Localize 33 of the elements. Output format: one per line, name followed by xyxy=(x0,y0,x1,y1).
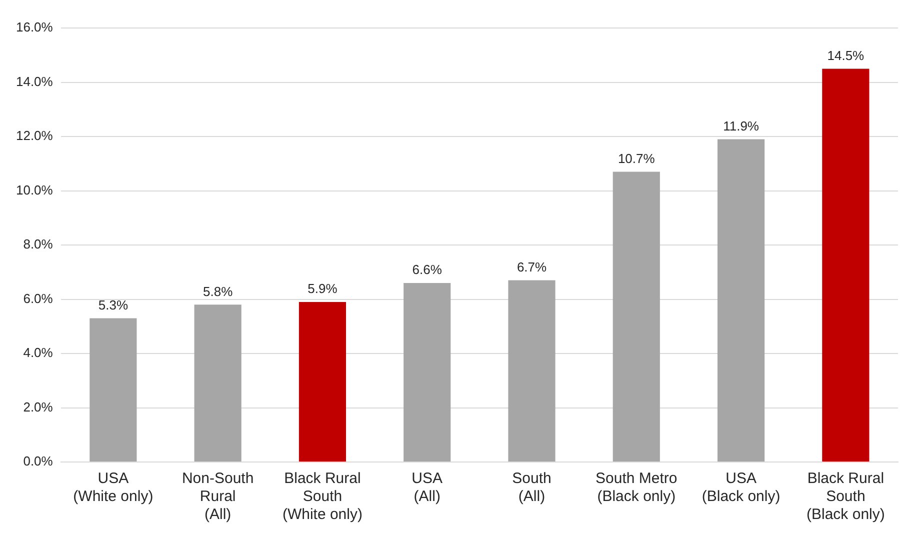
data-label: 6.7% xyxy=(516,259,548,274)
x-tick-label: USA (White only) xyxy=(73,470,154,506)
y-tick-label: 10.0% xyxy=(16,182,54,198)
data-label: 6.6% xyxy=(412,262,442,278)
x-tick-label: South Metro (Black only) xyxy=(596,470,678,506)
data-label: 14.5% xyxy=(827,48,865,63)
data-label: 5.8% xyxy=(203,284,234,299)
x-tick-label: Black Rural South (Black only) xyxy=(806,470,885,524)
x-tick-label: Black Rural South (White only) xyxy=(282,470,362,524)
bar xyxy=(194,304,242,462)
data-label: 5.9% xyxy=(308,281,338,296)
data-label: 11.9% xyxy=(723,118,760,134)
y-tick-label: 2.0% xyxy=(23,399,54,414)
bar xyxy=(508,280,556,462)
x-tick-label: Non-South Rural (All) xyxy=(182,470,254,524)
y-tick-label: 16.0% xyxy=(16,20,54,35)
x-tick-label: USA (All) xyxy=(412,470,443,506)
data-label: 10.7% xyxy=(618,150,656,166)
bar xyxy=(612,172,660,462)
bar xyxy=(404,282,451,462)
bar xyxy=(90,318,137,462)
y-tick-label: 8.0% xyxy=(23,236,54,252)
x-tick-label: South (All) xyxy=(512,470,552,506)
bar xyxy=(822,68,870,462)
y-tick-label: 4.0% xyxy=(23,345,54,360)
y-tick-label: 6.0% xyxy=(23,290,54,306)
bar xyxy=(298,302,346,462)
x-tick-label: USA (Black only) xyxy=(702,470,780,506)
y-tick-label: 12.0% xyxy=(16,128,54,144)
y-tick-label: 14.0% xyxy=(16,74,54,89)
bar xyxy=(717,139,765,462)
y-tick-label: 0.0% xyxy=(23,454,54,469)
data-label: 5.3% xyxy=(98,297,128,312)
